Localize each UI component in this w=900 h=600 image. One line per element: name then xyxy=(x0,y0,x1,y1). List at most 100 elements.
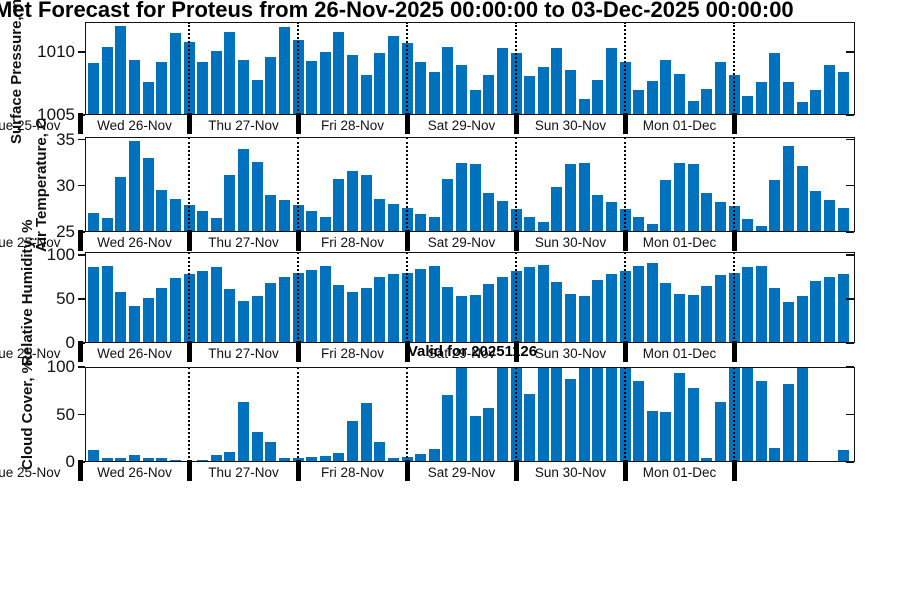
xtick-day-label: Sat 29-Nov xyxy=(427,118,496,133)
midnight-axis-marker xyxy=(731,230,737,251)
ytick-label: 100 xyxy=(46,245,75,265)
ytick-label: 35 xyxy=(56,129,75,149)
ytick-mark-left xyxy=(78,298,85,300)
bar-relative-humidity xyxy=(646,262,658,343)
bar-surface-pressure xyxy=(742,96,754,115)
bar-relative-humidity xyxy=(755,265,767,343)
bar-surface-pressure xyxy=(578,98,590,115)
bar-relative-humidity xyxy=(660,283,672,343)
bar-relative-humidity xyxy=(742,266,754,343)
bar-surface-pressure xyxy=(537,67,549,115)
midnight-gridline xyxy=(297,22,299,115)
bar-surface-pressure xyxy=(88,63,100,115)
ytick-label: 0 xyxy=(65,333,75,352)
midnight-gridline xyxy=(406,252,408,343)
bar-air-temperature xyxy=(415,213,427,232)
ytick-label: 100 xyxy=(46,357,75,376)
bar-air-temperature xyxy=(742,219,754,232)
ytick-label: 1010 xyxy=(37,42,75,62)
bar-surface-pressure xyxy=(360,74,372,115)
bar-surface-pressure xyxy=(278,27,290,115)
bar-air-temperature xyxy=(483,193,495,232)
bar-air-temperature xyxy=(306,210,318,232)
bar-relative-humidity xyxy=(537,264,549,343)
midnight-axis-marker xyxy=(186,113,192,134)
bar-air-temperature xyxy=(496,200,508,232)
bar-surface-pressure xyxy=(169,33,181,115)
bar-surface-pressure xyxy=(687,101,699,115)
midnight-gridline xyxy=(188,252,190,343)
bar-relative-humidity xyxy=(483,284,495,343)
bar-surface-pressure xyxy=(701,88,713,115)
bar-relative-humidity xyxy=(823,277,835,343)
midnight-axis-marker xyxy=(295,230,301,251)
midnight-axis-marker xyxy=(513,460,519,481)
bar-air-temperature xyxy=(674,162,685,232)
ytick-mark-left xyxy=(78,51,85,53)
bar-surface-pressure xyxy=(265,57,277,115)
bar-relative-humidity xyxy=(428,265,440,343)
bar-cloud-cover xyxy=(224,451,236,462)
bar-relative-humidity xyxy=(224,289,236,343)
midnight-axis-marker xyxy=(513,113,519,134)
bar-relative-humidity xyxy=(456,295,467,343)
ytick-mark-right xyxy=(846,51,854,53)
bar-relative-humidity xyxy=(169,277,181,343)
bar-surface-pressure xyxy=(714,62,726,115)
xtick-day-label: Thu 27-Nov xyxy=(208,235,279,250)
xtick-day-label: Wed 26-Nov xyxy=(97,346,172,361)
bar-cloud-cover xyxy=(456,367,467,462)
bar-surface-pressure xyxy=(224,32,236,115)
ytick-mark-right xyxy=(846,461,854,463)
bar-relative-humidity xyxy=(238,300,249,343)
xtick-day-label: Fri 28-Nov xyxy=(320,235,384,250)
figure-title: Met Forecast for Proteus from 26-Nov-202… xyxy=(0,0,794,22)
ytick-mark-right xyxy=(846,114,854,116)
bar-surface-pressure xyxy=(306,60,318,115)
ytick-mark-right xyxy=(846,298,854,300)
midnight-axis-marker xyxy=(77,341,83,362)
bar-surface-pressure xyxy=(210,50,222,115)
bar-surface-pressure xyxy=(251,79,263,115)
bar-relative-humidity xyxy=(837,273,849,343)
bar-surface-pressure xyxy=(374,53,386,115)
bar-relative-humidity xyxy=(687,294,699,343)
bar-cloud-cover xyxy=(129,455,140,462)
bar-cloud-cover xyxy=(646,410,658,462)
bar-air-temperature xyxy=(755,226,767,232)
bar-surface-pressure xyxy=(646,81,658,115)
bar-cloud-cover xyxy=(469,416,481,462)
bar-air-temperature xyxy=(374,198,386,232)
midnight-axis-marker xyxy=(731,460,737,481)
bar-air-temperature xyxy=(592,195,604,232)
bar-air-temperature xyxy=(633,217,645,232)
ytick-label: 1005 xyxy=(37,105,75,124)
xtick-day-label: Wed 26-Nov xyxy=(97,465,172,480)
bar-cloud-cover xyxy=(578,367,590,462)
bar-surface-pressure xyxy=(755,82,767,115)
bar-surface-pressure xyxy=(660,59,672,115)
bar-cloud-cover xyxy=(251,431,263,462)
midnight-axis-marker xyxy=(622,113,628,134)
midnight-gridline xyxy=(406,137,408,232)
bar-relative-humidity xyxy=(810,281,822,343)
bar-cloud-cover xyxy=(360,403,372,462)
midnight-gridline xyxy=(188,22,190,115)
bar-relative-humidity xyxy=(387,273,399,343)
bar-surface-pressure xyxy=(319,52,331,115)
bar-cloud-cover xyxy=(387,458,399,462)
midnight-axis-marker xyxy=(622,460,628,481)
bar-cloud-cover xyxy=(742,367,754,462)
midnight-gridline xyxy=(406,22,408,115)
midnight-axis-marker xyxy=(404,341,410,362)
bar-surface-pressure xyxy=(115,25,127,115)
bar-air-temperature xyxy=(197,210,209,232)
bar-relative-humidity xyxy=(251,295,263,343)
xtick-day-label: Mon 01-Dec xyxy=(642,118,717,133)
bar-cloud-cover xyxy=(605,367,617,462)
xtick-day-label: Thu 27-Nov xyxy=(208,346,279,361)
bar-cloud-cover xyxy=(169,460,181,462)
bar-air-temperature xyxy=(537,221,549,232)
midnight-axis-marker xyxy=(295,341,301,362)
midnight-axis-marker xyxy=(77,230,83,251)
